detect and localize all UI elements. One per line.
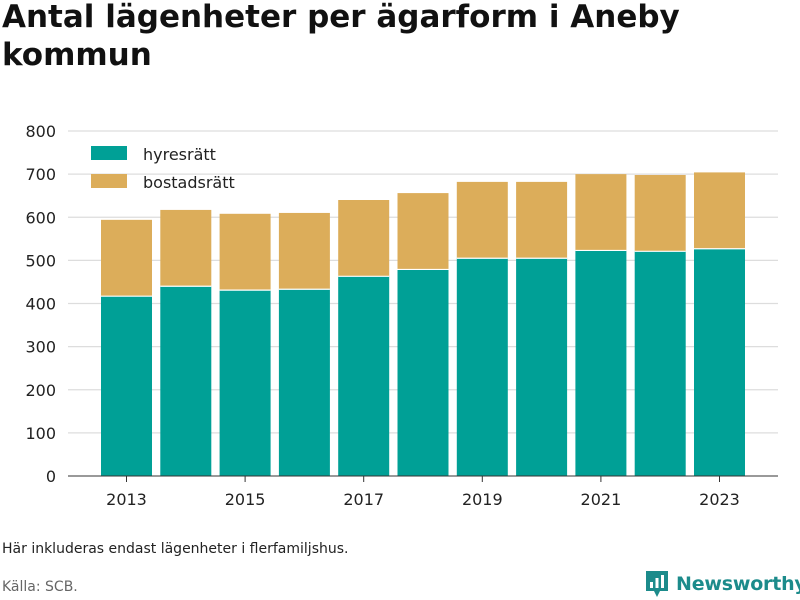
x-tick-label: 2015 xyxy=(225,490,266,509)
bar-bostadsratt-2014 xyxy=(160,209,212,287)
bar-hyresratt-2019 xyxy=(456,258,508,476)
bar-hyresratt-2013 xyxy=(101,296,152,476)
newsworthy-logo-icon xyxy=(646,571,668,597)
x-tick-label: 2013 xyxy=(106,490,147,509)
bar-hyresratt-2015 xyxy=(219,290,271,476)
y-tick-label: 0 xyxy=(46,467,56,486)
bar-bostadsratt-2015 xyxy=(219,213,271,291)
legend-label-hyresratt: hyresrätt xyxy=(143,145,216,164)
y-tick-label: 600 xyxy=(25,208,56,227)
bar-bostadsratt-2016 xyxy=(278,212,330,290)
bar-bostadsratt-2019 xyxy=(456,181,508,259)
chart-note: Här inkluderas endast lägenheter i flerf… xyxy=(2,541,349,557)
bar-bostadsratt-2020 xyxy=(516,181,568,259)
x-tick-label: 2023 xyxy=(699,490,740,509)
bar-hyresratt-2020 xyxy=(516,258,568,476)
y-tick-label: 500 xyxy=(25,251,56,270)
legend-swatch-bostadsratt xyxy=(91,174,127,188)
bar-hyresratt-2023 xyxy=(694,248,745,476)
bar-bostadsratt-2021 xyxy=(575,174,627,251)
newsworthy-logo: Newsworthy xyxy=(644,569,800,599)
bars xyxy=(101,172,745,476)
bar-bostadsratt-2018 xyxy=(397,193,449,270)
y-tick-label: 400 xyxy=(25,295,56,314)
bar-hyresratt-2017 xyxy=(338,276,390,476)
bar-bostadsratt-2023 xyxy=(694,172,745,249)
axes: 0 100 200 300 400 500 600 700 800 2013 2015 2017 201… xyxy=(25,122,778,509)
legend: hyresrätt bostadsrätt xyxy=(91,145,235,192)
legend-label-bostadsratt: bostadsrätt xyxy=(143,173,235,192)
bar-bostadsratt-2017 xyxy=(338,200,390,277)
x-tick-label: 2021 xyxy=(581,490,622,509)
y-tick-label: 300 xyxy=(25,338,56,357)
chart-title: Antal lägenheter per ägarform i Aneby ko… xyxy=(2,0,680,73)
bar-hyresratt-2021 xyxy=(575,250,627,476)
y-tick-label: 700 xyxy=(25,165,56,184)
chart-source: Källa: SCB. xyxy=(2,579,78,595)
bar-hyresratt-2022 xyxy=(634,251,686,476)
bar-hyresratt-2016 xyxy=(278,289,330,476)
bar-bostadsratt-2013 xyxy=(101,219,152,297)
bar-hyresratt-2018 xyxy=(397,269,449,476)
x-tick-label: 2017 xyxy=(343,490,384,509)
x-tick-label: 2019 xyxy=(462,490,503,509)
y-tick-label: 800 xyxy=(25,122,56,141)
y-tick-label: 100 xyxy=(25,424,56,443)
y-tick-label: 200 xyxy=(25,381,56,400)
bar-hyresratt-2014 xyxy=(160,286,212,476)
bar-bostadsratt-2022 xyxy=(634,174,686,252)
legend-swatch-hyresratt xyxy=(91,146,127,160)
newsworthy-logo-label: Newsworthy xyxy=(676,573,800,595)
